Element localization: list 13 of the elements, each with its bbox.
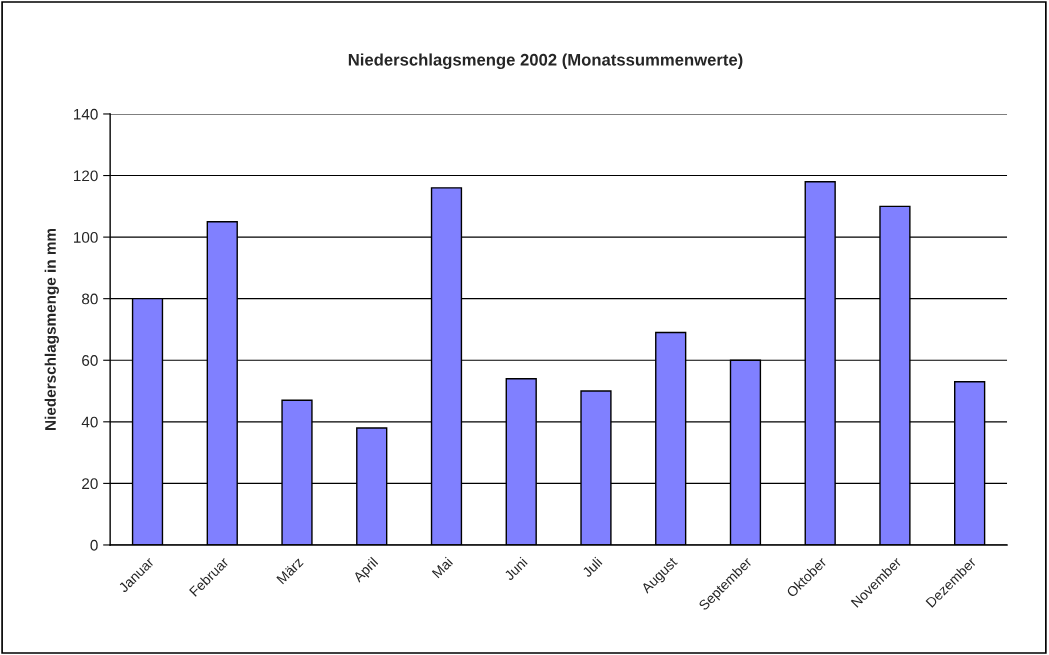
x-tick-label: Mai (431, 556, 454, 579)
y-tick-label: 140 (74, 108, 98, 120)
y-tick-label: 80 (82, 293, 98, 305)
y-tick-label: 20 (82, 478, 98, 490)
y-tick-label: 40 (81, 416, 98, 428)
y-tick-label: 0 (90, 539, 98, 551)
y-tick-label: 60 (82, 355, 98, 366)
x-tick-label: Juli (581, 556, 603, 578)
y-axis-title: Niederschlagsmenge in mm (44, 228, 59, 430)
x-tick-label: Juni (503, 556, 528, 582)
y-tick-label: 120 (74, 170, 98, 182)
chart-title: Niederschlagsmenge 2002 (Monatssummenwerte) (348, 53, 743, 70)
y-tick-label: 100 (74, 231, 98, 243)
